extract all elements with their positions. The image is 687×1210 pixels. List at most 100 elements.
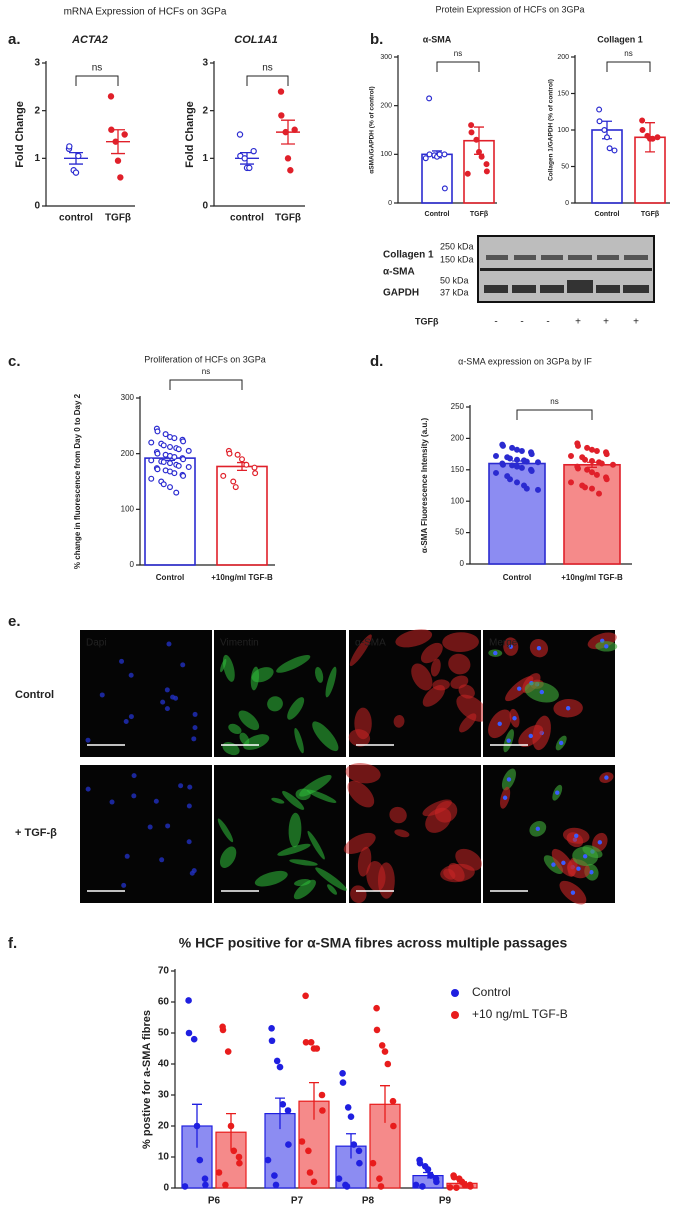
y-axis-label: % change in fluorescence from Day 0 to D… [73, 393, 82, 569]
nucleus [192, 711, 198, 717]
cell [271, 797, 285, 804]
cell [287, 697, 305, 720]
cell [282, 790, 305, 810]
cell [347, 780, 375, 808]
data-point [181, 1183, 189, 1190]
data-point [112, 138, 119, 145]
data-point [513, 479, 520, 486]
nucleus [131, 773, 137, 779]
blot-treatment: + [633, 317, 639, 328]
data-point [167, 484, 174, 491]
data-point [416, 1159, 424, 1167]
y-tick-label: 60 [158, 997, 170, 1008]
nucleus [191, 736, 197, 742]
data-point [239, 456, 246, 463]
legend-marker [451, 1011, 459, 1019]
cell [327, 884, 338, 895]
data-point [584, 466, 591, 473]
channel-label: Vimentin [220, 638, 259, 649]
chart-title: α-SMA [423, 34, 452, 44]
panel-label: b. [370, 31, 383, 48]
data-point [148, 475, 155, 482]
data-point [593, 447, 600, 454]
data-point [284, 155, 292, 162]
data-point [264, 1156, 272, 1164]
data-point [509, 444, 516, 451]
data-point [277, 88, 285, 95]
cell [393, 714, 405, 728]
cell [312, 721, 339, 752]
y-tick-label: 2 [34, 105, 40, 116]
data-point [450, 1173, 458, 1181]
nucleus [180, 662, 186, 668]
x-tick-label: P9 [439, 1196, 452, 1207]
annotation: ns [262, 63, 273, 74]
data-point [298, 1138, 306, 1145]
cell [448, 653, 471, 675]
data-point [284, 1107, 292, 1114]
nucleus [147, 824, 153, 830]
x-tick-label: +10ng/ml TGF-B [211, 573, 273, 582]
blot-row-label: α-SMA [383, 267, 415, 278]
data-point [468, 129, 475, 136]
x-tick-label: P6 [208, 1196, 221, 1207]
y-axis-label: α-SMA Fluorescence Intensity (a.u.) [420, 418, 429, 554]
nucleus [497, 721, 502, 726]
y-tick-label: 300 [121, 393, 135, 402]
data-point [567, 479, 574, 486]
data-point [114, 157, 122, 164]
significance-bracket [246, 75, 289, 86]
data-point [528, 451, 535, 458]
x-tick-label: control [230, 213, 264, 224]
nucleus [574, 833, 579, 838]
data-point [190, 1035, 198, 1043]
significance-bracket [75, 75, 119, 86]
y-tick-label: 200 [451, 434, 465, 443]
x-tick-label: TGFβ [105, 213, 131, 224]
data-point [335, 1175, 343, 1182]
data-point [185, 464, 192, 471]
data-point [201, 1175, 209, 1182]
data-point [649, 135, 656, 142]
data-point [461, 1181, 469, 1189]
data-point [272, 1181, 280, 1189]
y-tick-label: 200 [557, 54, 569, 61]
y-tick-label: 0 [460, 559, 465, 568]
data-point [493, 469, 500, 476]
y-tick-label: 30 [158, 1090, 170, 1101]
cell [254, 870, 288, 887]
micrograph [80, 765, 212, 903]
cell [422, 685, 446, 707]
data-point [377, 1183, 385, 1190]
y-axis-label: Fold Change [184, 101, 196, 168]
data-point [287, 167, 294, 174]
cell [228, 723, 242, 735]
y-tick-label: 2 [202, 105, 208, 116]
data-point [513, 463, 520, 470]
blot-treatment-label: TGFβ [415, 316, 439, 326]
data-point [271, 1172, 278, 1179]
cell [394, 829, 410, 838]
cell [345, 763, 381, 784]
legend-marker [451, 989, 459, 997]
data-point [202, 1181, 209, 1189]
y-tick-label: 0 [34, 201, 40, 212]
data-point [291, 126, 298, 133]
cell [366, 860, 386, 892]
blot-row-label: GAPDH [383, 288, 419, 299]
data-point [215, 1169, 223, 1176]
data-point [422, 155, 429, 162]
nucleus [192, 725, 198, 731]
data-point [378, 1042, 386, 1049]
data-point [154, 428, 161, 435]
nucleus [124, 853, 130, 859]
data-point [606, 145, 613, 152]
blot-treatment: - [546, 317, 549, 328]
significance-bracket [436, 61, 480, 72]
data-point [243, 461, 250, 468]
nucleus [119, 658, 125, 664]
data-point [66, 143, 73, 150]
x-tick-label: TGFβ [275, 213, 301, 224]
cell [294, 727, 304, 754]
